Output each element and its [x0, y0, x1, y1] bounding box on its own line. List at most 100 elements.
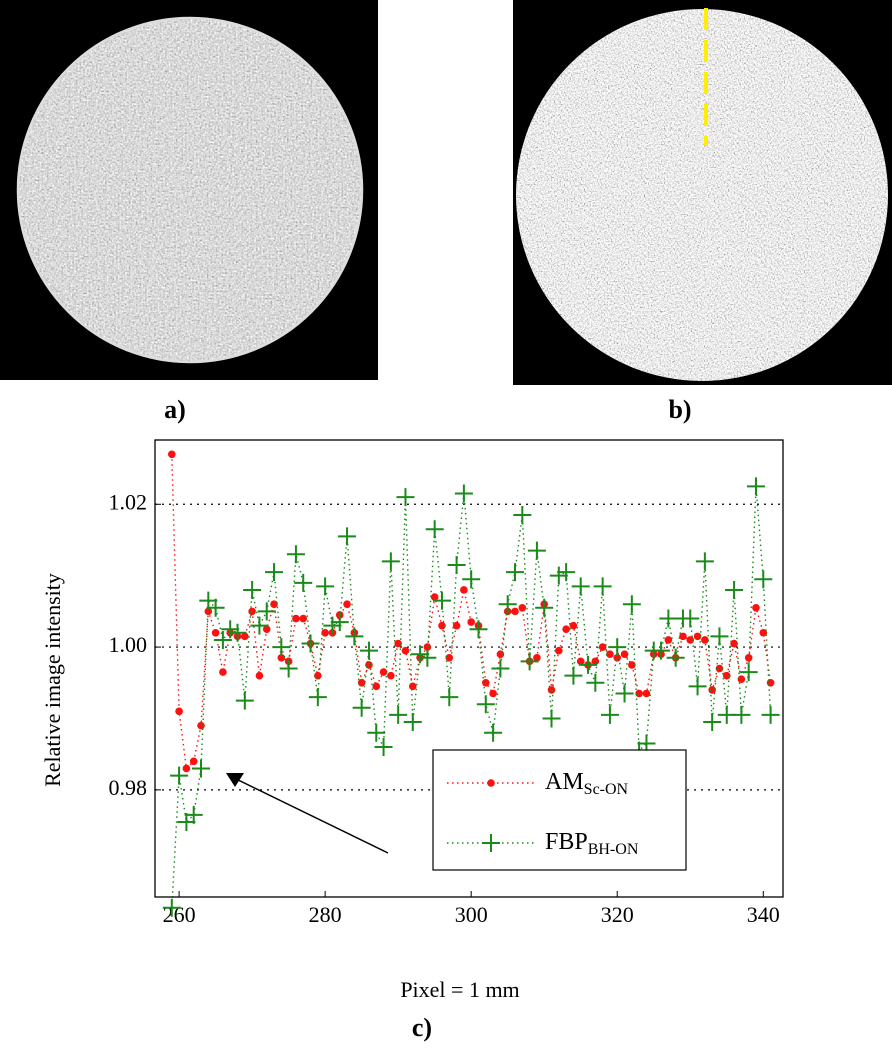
marker-dot [635, 689, 643, 698]
marker-dot [241, 632, 249, 641]
marker-plus [579, 655, 598, 674]
marker-dot [445, 653, 454, 662]
legend-marker [482, 834, 500, 852]
marker-dot [715, 664, 724, 673]
marker-plus [403, 713, 422, 732]
panel-label: c) [412, 1013, 432, 1042]
marker-plus [520, 652, 539, 671]
marker-dot [438, 621, 446, 630]
marker-dot [394, 639, 402, 648]
marker-dot [175, 707, 183, 716]
marker-dot [518, 604, 527, 612]
marker-plus [535, 598, 554, 617]
plot-frame [154, 439, 784, 898]
marker-plus [549, 566, 568, 585]
marker-plus [703, 713, 722, 732]
x-axis-label: Pixel = 1 mm [400, 977, 519, 1002]
marker-plus [330, 613, 349, 632]
marker-plus [221, 620, 240, 639]
marker-dot [752, 604, 760, 612]
marker-dot [321, 628, 329, 637]
marker-plus [352, 698, 371, 717]
marker-plus [228, 623, 247, 642]
legend-label: AMSc-ON [545, 769, 629, 798]
marker-dot [489, 689, 497, 698]
marker-plus [396, 488, 415, 507]
legend-label: FBPBH-ON [545, 829, 639, 858]
marker-plus [761, 705, 780, 724]
marker-dot [511, 607, 519, 616]
marker-dot [701, 636, 709, 644]
marker-dot [379, 668, 388, 676]
marker-plus [184, 805, 203, 824]
marker-plus [367, 723, 386, 742]
marker-plus [265, 563, 284, 582]
marker-dot [467, 618, 475, 626]
marker-plus [250, 616, 269, 635]
marker-dot [211, 628, 220, 637]
marker-dot [189, 757, 198, 766]
marker-dot [628, 661, 636, 669]
marker-plus [323, 616, 342, 635]
marker-plus [235, 691, 254, 710]
marker-dot [562, 625, 570, 634]
marker-dot [533, 653, 541, 662]
marker-dot [292, 614, 300, 623]
legend-name: AM [545, 769, 584, 795]
marker-dot [737, 675, 746, 684]
marker-dot [569, 621, 578, 630]
marker-plus [695, 552, 714, 571]
marker-plus [564, 666, 583, 685]
marker-plus [710, 627, 729, 646]
marker-plus [199, 591, 218, 610]
marker-plus [279, 659, 298, 678]
marker-plus [652, 641, 671, 660]
marker-plus [527, 541, 546, 560]
marker-dot [255, 671, 264, 680]
marker-plus [440, 688, 459, 707]
marker-dot [642, 689, 651, 698]
marker-dot [197, 721, 205, 730]
x-tick-label: 280 [309, 902, 342, 927]
marker-plus [586, 673, 605, 692]
marker-plus [476, 695, 495, 714]
x-tick-label: 320 [601, 902, 634, 927]
marker-dot [430, 593, 439, 601]
marker-plus [732, 705, 751, 724]
marker-plus [381, 552, 400, 571]
marker-dot [357, 678, 366, 687]
marker-plus [308, 688, 327, 707]
marker-plus [571, 577, 590, 596]
marker-dot [262, 625, 271, 634]
marker-plus [462, 570, 481, 589]
marker-plus [593, 577, 612, 596]
marker-dot [576, 657, 585, 666]
marker-plus [170, 766, 189, 785]
marker-plus [162, 898, 181, 917]
marker-dot [620, 650, 629, 659]
marker-plus [316, 577, 335, 596]
marker-dot [277, 653, 286, 662]
marker-dot [722, 671, 731, 680]
annotation-arrow [231, 776, 389, 854]
legend: AMSc-ON FBPBH-ON [432, 749, 687, 871]
marker-plus [345, 627, 364, 646]
marker-plus [294, 573, 313, 592]
marker-dot [555, 646, 563, 655]
marker-dot [182, 764, 191, 773]
marker-plus [206, 598, 225, 617]
marker-plus [257, 602, 276, 621]
marker-plus [243, 580, 262, 599]
legend-subscript: BH-ON [588, 841, 639, 858]
marker-dot [766, 678, 775, 687]
marker-dot [460, 586, 468, 594]
marker-plus [338, 527, 357, 546]
marker-dot [372, 682, 381, 691]
marker-dot [387, 671, 395, 680]
marker-plus [615, 684, 634, 703]
marker-plus [454, 484, 473, 503]
x-tick-label: 300 [455, 902, 488, 927]
marker-dot [481, 678, 490, 687]
marker-dot [452, 621, 461, 630]
